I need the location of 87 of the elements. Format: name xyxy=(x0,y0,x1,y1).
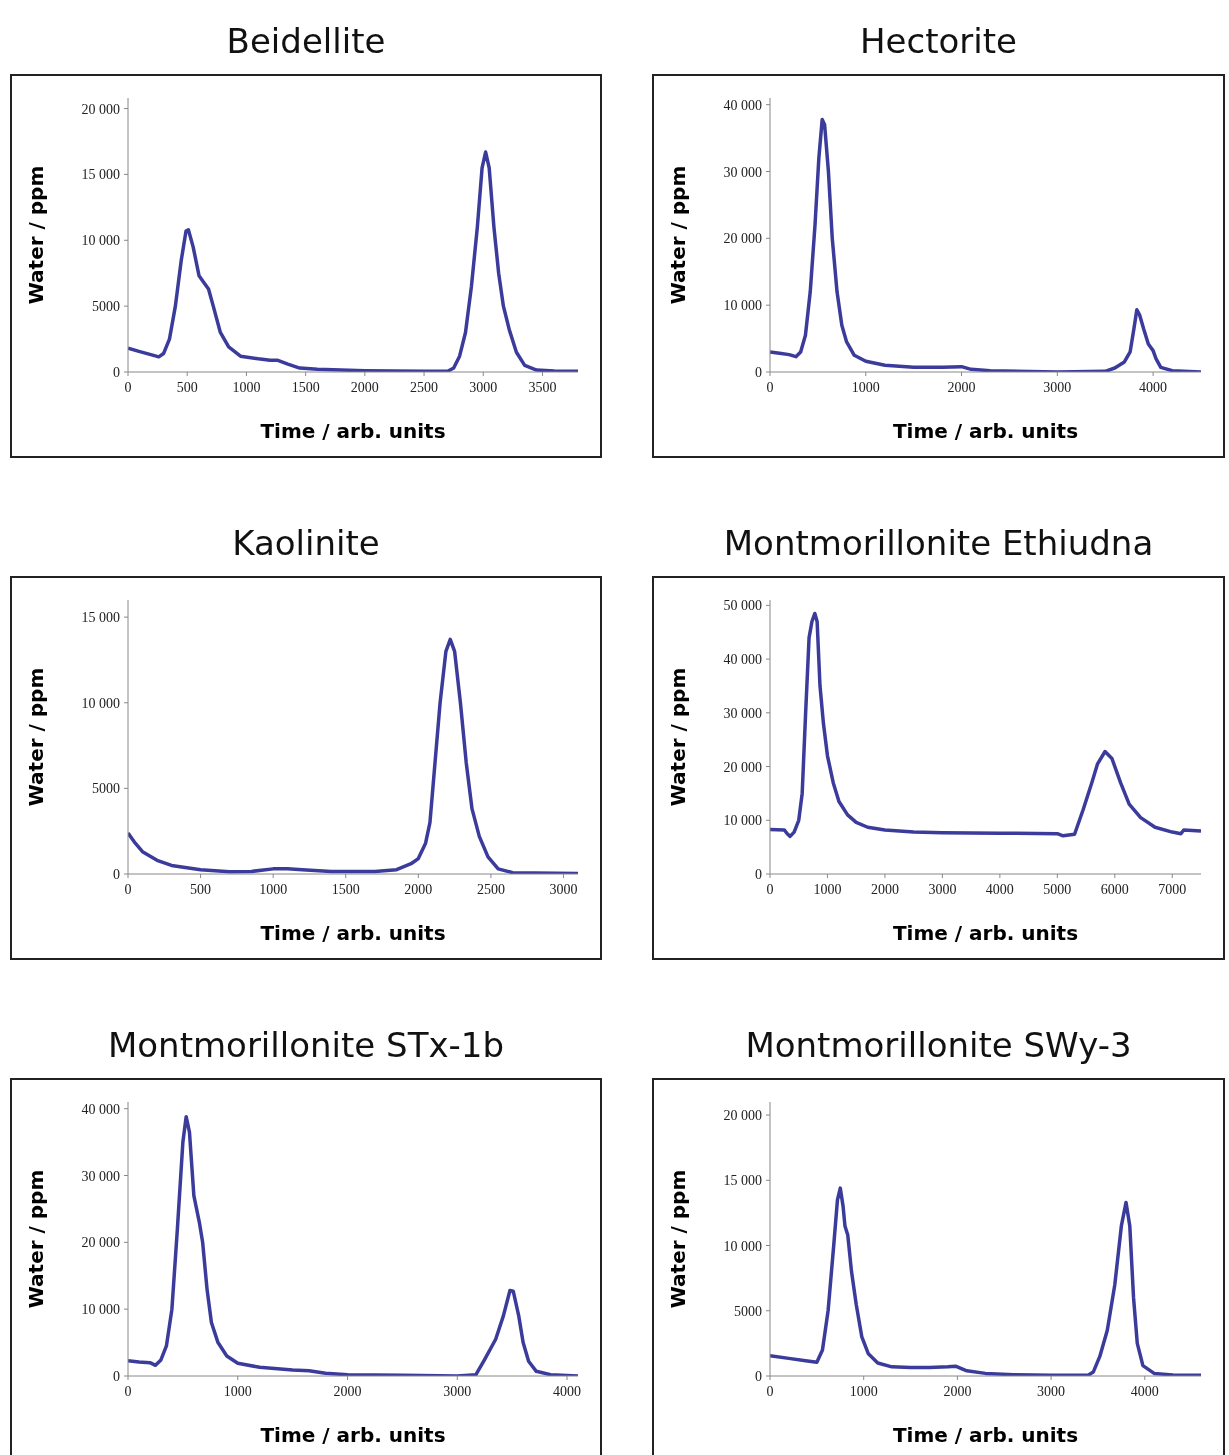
y-tick-label: 10 000 xyxy=(723,298,762,314)
x-tick-label: 1000 xyxy=(223,1384,252,1399)
x-axis-title: Time / arb. units xyxy=(260,419,446,443)
x-tick-label: 500 xyxy=(190,882,212,897)
y-tick-label: 0 xyxy=(113,365,120,380)
x-tick-label: 2500 xyxy=(410,380,439,395)
y-tick-label: 10 000 xyxy=(723,1238,762,1254)
x-axis-title: Time / arb. units xyxy=(892,419,1079,443)
x-tick-label: 6000 xyxy=(1100,882,1129,897)
y-tick-label: 15 000 xyxy=(81,167,120,183)
y-tick-label: 5000 xyxy=(92,299,120,315)
y-tick-label: 0 xyxy=(113,867,120,882)
x-tick-label: 2000 xyxy=(943,1384,972,1399)
x-tick-label: 2000 xyxy=(870,882,899,897)
chart-title: Montmorillonite STx-1b xyxy=(106,1024,506,1067)
x-tick-label: 4000 xyxy=(1139,380,1168,395)
y-tick-label: 10 000 xyxy=(723,813,762,829)
y-tick-label: 15 000 xyxy=(81,610,120,626)
y-tick-label: 40 000 xyxy=(723,97,762,113)
y-tick-label: 40 000 xyxy=(723,652,762,668)
x-tick-label: 2500 xyxy=(476,882,505,897)
y-axis-title: Water / ppm xyxy=(666,1169,691,1309)
y-tick-label: 40 000 xyxy=(81,1101,120,1117)
y-tick-label: 10 000 xyxy=(81,233,120,249)
y-tick-label: 5000 xyxy=(92,781,120,797)
y-tick-label: 10 000 xyxy=(81,1302,120,1318)
x-tick-label: 1500 xyxy=(291,380,320,395)
y-tick-label: 5000 xyxy=(734,1303,762,1319)
y-tick-label: 30 000 xyxy=(723,164,762,180)
x-tick-label: 3000 xyxy=(469,380,498,395)
x-tick-label: 1000 xyxy=(849,1384,878,1399)
x-tick-label: 3000 xyxy=(1037,1384,1066,1399)
x-tick-label: 0 xyxy=(766,380,774,395)
x-axis-title: Time / arb. units xyxy=(892,921,1079,945)
y-tick-label: 20 000 xyxy=(723,231,762,247)
x-tick-label: 0 xyxy=(766,882,774,897)
y-axis-title: Water / ppm xyxy=(24,165,49,305)
x-tick-label: 3000 xyxy=(443,1384,472,1399)
y-tick-label: 0 xyxy=(755,867,762,882)
chart-title: Beidellite xyxy=(225,20,387,63)
x-axis-title: Time / arb. units xyxy=(892,1423,1079,1447)
y-tick-label: 20 000 xyxy=(81,1235,120,1251)
y-axis-title: Water / ppm xyxy=(24,667,49,807)
x-tick-label: 3000 xyxy=(549,882,578,897)
x-tick-label: 1000 xyxy=(813,882,842,897)
y-tick-label: 20 000 xyxy=(723,1108,762,1124)
line-series xyxy=(770,611,1201,839)
x-axis-title: Time / arb. units xyxy=(260,1423,446,1447)
x-tick-label: 7000 xyxy=(1158,882,1187,897)
y-tick-label: 30 000 xyxy=(81,1168,120,1184)
x-tick-label: 3000 xyxy=(1043,380,1072,395)
y-tick-label: 0 xyxy=(755,1369,762,1384)
y-tick-label: 15 000 xyxy=(723,1173,762,1189)
x-tick-label: 3500 xyxy=(528,380,557,395)
chart-title: Montmorillonite SWy-3 xyxy=(744,1024,1133,1067)
x-tick-label: 1000 xyxy=(232,380,261,395)
x-tick-label: 4000 xyxy=(553,1384,582,1399)
x-tick-label: 1000 xyxy=(851,380,880,395)
x-tick-label: 2000 xyxy=(404,882,433,897)
y-tick-label: 0 xyxy=(755,365,762,380)
x-tick-label: 0 xyxy=(124,380,132,395)
y-tick-label: 30 000 xyxy=(723,705,762,721)
x-tick-label: 0 xyxy=(124,882,132,897)
x-axis-title: Time / arb. units xyxy=(260,921,446,945)
y-tick-label: 0 xyxy=(113,1369,120,1384)
y-tick-label: 10 000 xyxy=(81,695,120,711)
chart-title: Kaolinite xyxy=(231,522,381,565)
x-tick-label: 0 xyxy=(124,1384,132,1399)
x-tick-label: 2000 xyxy=(947,380,976,395)
y-axis-title: Water / ppm xyxy=(666,165,691,305)
y-axis-title: Water / ppm xyxy=(666,667,691,807)
chart-title: Hectorite xyxy=(859,20,1018,63)
x-tick-label: 3000 xyxy=(928,882,957,897)
y-axis-title: Water / ppm xyxy=(24,1169,49,1309)
y-tick-label: 20 000 xyxy=(723,759,762,775)
x-tick-label: 2000 xyxy=(350,380,379,395)
x-tick-label: 1000 xyxy=(259,882,288,897)
x-tick-label: 4000 xyxy=(985,882,1014,897)
x-tick-label: 2000 xyxy=(333,1384,362,1399)
x-tick-label: 5000 xyxy=(1043,882,1072,897)
x-tick-label: 500 xyxy=(176,380,198,395)
y-tick-label: 50 000 xyxy=(723,598,762,614)
x-tick-label: 1500 xyxy=(331,882,360,897)
y-tick-label: 20 000 xyxy=(81,101,120,117)
x-tick-label: 4000 xyxy=(1130,1384,1159,1399)
chart-title: Montmorillonite Ethiudna xyxy=(722,522,1155,565)
x-tick-label: 0 xyxy=(766,1384,774,1399)
